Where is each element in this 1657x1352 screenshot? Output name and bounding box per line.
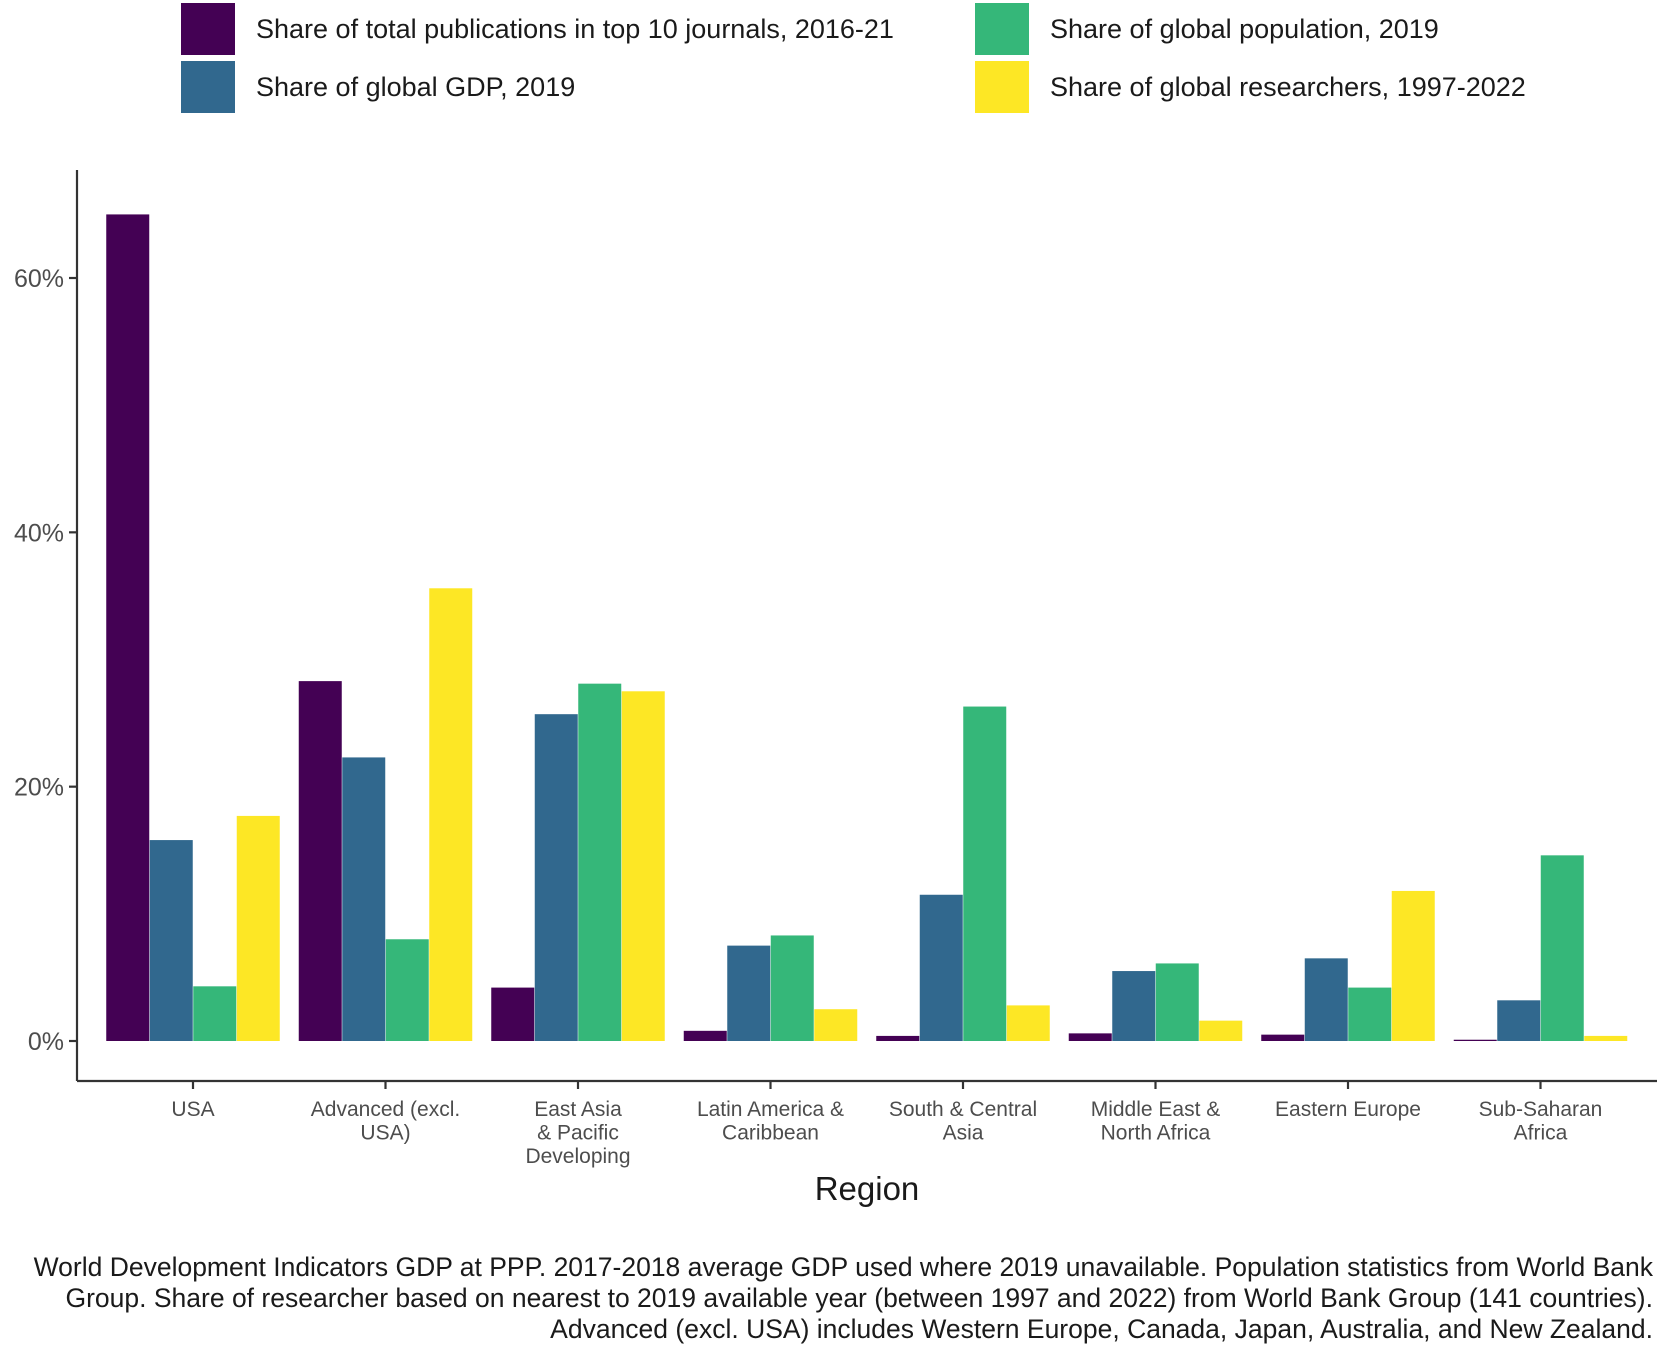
bar-chart: 0% 20% 40% 60% USA Advanced (excl. USA) East As… — [14, 170, 1657, 1207]
legend-label-population: Share of global population, 2019 — [1050, 13, 1439, 44]
bar-4-1 — [236, 815, 280, 1041]
legend-label-researchers: Share of global researchers, 1997-2022 — [1050, 71, 1526, 102]
bar-4-7 — [1391, 890, 1435, 1041]
bar-2-5 — [919, 894, 963, 1041]
y-tick-label: 0% — [28, 1028, 64, 1056]
x-tick-label: South & Central Asia — [889, 1098, 1037, 1145]
legend-label-gdp: Share of global GDP, 2019 — [256, 71, 576, 102]
x-tick-label: Latin America & Caribbean — [697, 1098, 844, 1145]
x-tick-label: USA — [171, 1098, 214, 1121]
bar-1-5 — [876, 1035, 920, 1041]
bar-1-4 — [683, 1030, 727, 1041]
legend-swatch-researchers — [975, 61, 1029, 113]
bar-1-7 — [1261, 1034, 1305, 1041]
bar-3-6 — [1155, 963, 1199, 1041]
bar-4-6 — [1199, 1020, 1243, 1041]
bar-3-4 — [770, 935, 814, 1041]
bar-1-2 — [298, 681, 342, 1041]
legend-swatch-gdp — [181, 61, 235, 113]
y-tick-label: 60% — [14, 265, 64, 293]
x-tick-label: Sub-Saharan Africa — [1479, 1098, 1603, 1145]
legend-item-gdp: Share of global GDP, 2019 — [181, 61, 575, 113]
y-tick-label: 20% — [14, 774, 64, 802]
bar-3-1 — [193, 986, 237, 1041]
bar-2-8 — [1497, 1000, 1541, 1041]
bar-4-5 — [1006, 1005, 1050, 1041]
legend-swatch-publications — [181, 3, 235, 55]
bar-2-4 — [727, 945, 771, 1041]
legend-swatch-population — [975, 3, 1029, 55]
bar-3-8 — [1540, 855, 1584, 1041]
bar-3-2 — [385, 939, 429, 1041]
legend-item-population: Share of global population, 2019 — [975, 3, 1439, 55]
bar-4-8 — [1584, 1035, 1628, 1041]
bar-2-6 — [1112, 971, 1156, 1041]
bar-2-2 — [342, 757, 386, 1041]
bar-2-1 — [149, 840, 193, 1041]
legend-item-publications: Share of total publications in top 10 jo… — [181, 3, 894, 55]
legend: Share of total publications in top 10 jo… — [0, 0, 1657, 120]
y-tick-label: 40% — [14, 519, 64, 547]
bar-2-7 — [1304, 958, 1348, 1041]
bar-1-3 — [491, 987, 535, 1041]
bar-4-2 — [429, 588, 473, 1041]
x-tick-label: Advanced (excl. USA) — [311, 1098, 460, 1145]
bar-1-6 — [1068, 1033, 1112, 1041]
bar-1-1 — [106, 214, 150, 1041]
chart-caption: World Development Indicators GDP at PPP.… — [33, 1252, 1653, 1344]
x-tick-label: Middle East & North Africa — [1091, 1098, 1221, 1145]
bar-3-3 — [578, 683, 622, 1041]
legend-label-publications: Share of total publications in top 10 jo… — [256, 13, 894, 44]
bar-3-7 — [1348, 987, 1392, 1041]
bar-4-4 — [814, 1009, 858, 1041]
legend-item-researchers: Share of global researchers, 1997-2022 — [975, 61, 1526, 113]
x-tick-label: Eastern Europe — [1275, 1098, 1421, 1121]
bar-1-8 — [1453, 1039, 1497, 1041]
bar-2-3 — [534, 714, 578, 1041]
bar-3-5 — [963, 706, 1007, 1041]
x-tick-label: East Asia & Pacific Developing — [525, 1098, 630, 1168]
bar-4-3 — [621, 691, 665, 1041]
x-axis-title: Region — [815, 1170, 920, 1207]
